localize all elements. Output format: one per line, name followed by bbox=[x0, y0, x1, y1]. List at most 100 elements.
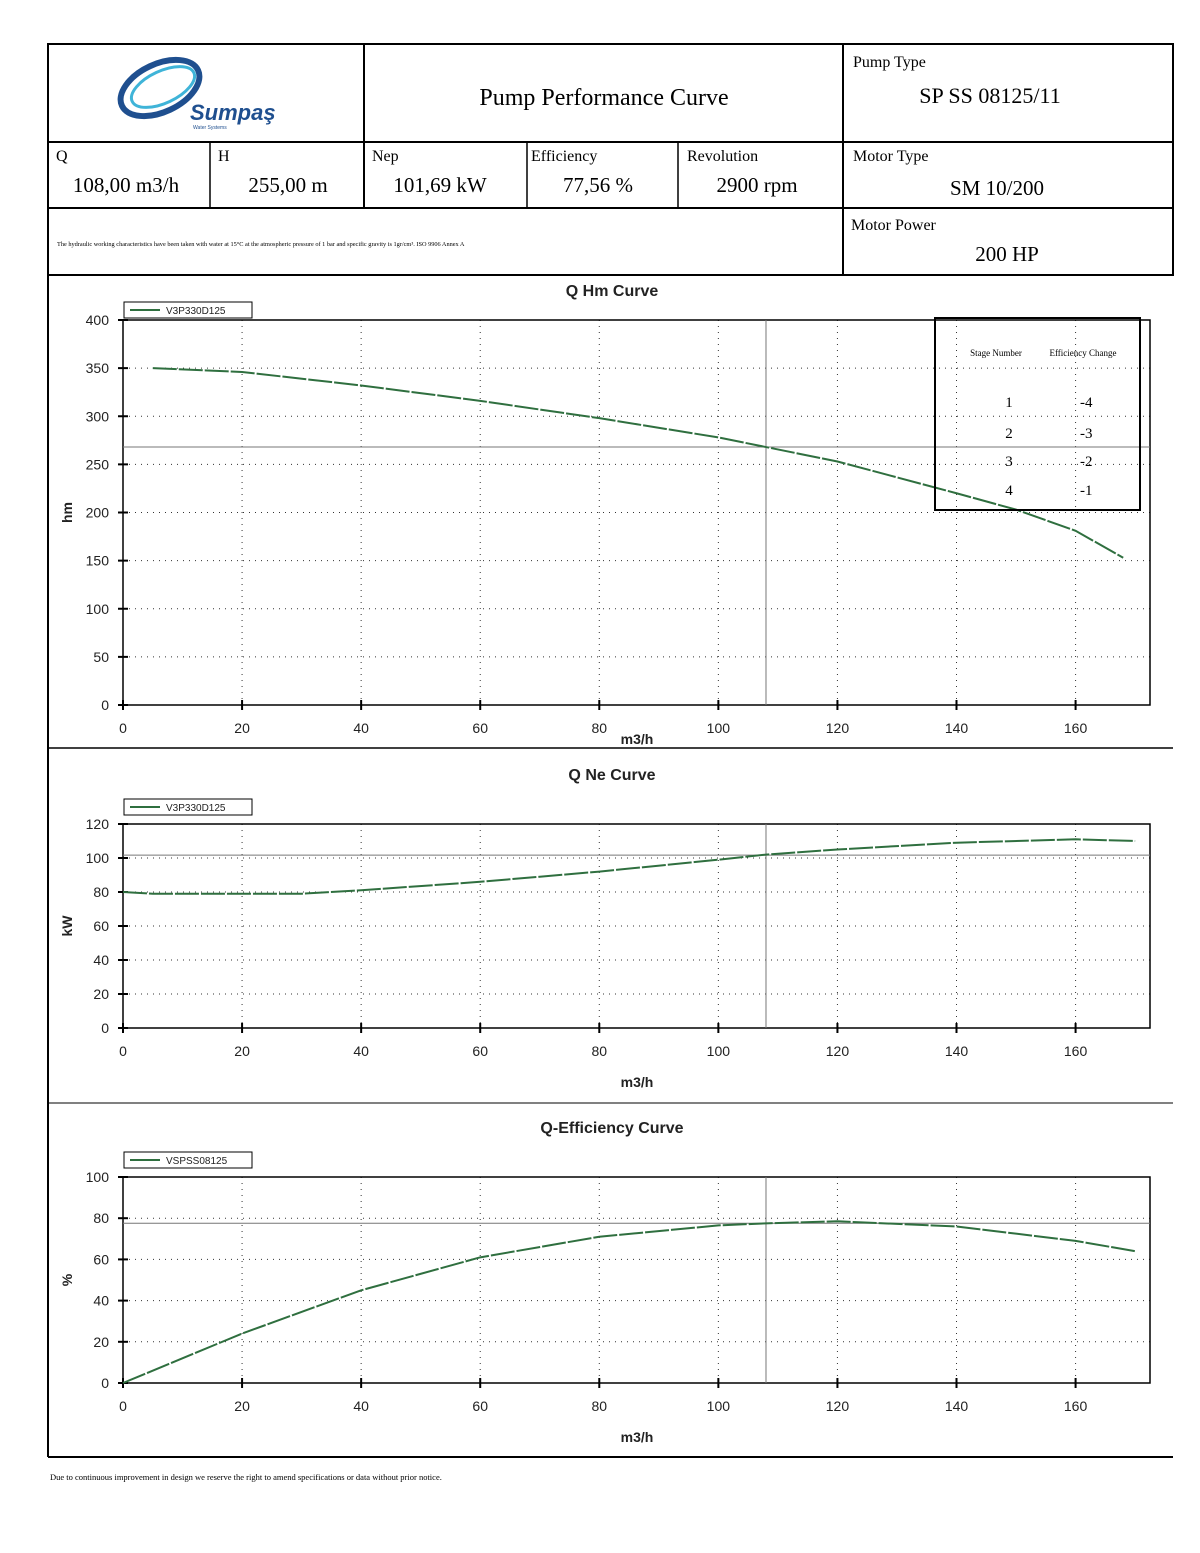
note: The hydraulic working characteristics ha… bbox=[57, 241, 465, 248]
curve bbox=[152, 367, 1124, 559]
y-tick-label: 40 bbox=[93, 952, 109, 968]
field-value: 108,00 m3/h bbox=[73, 173, 180, 197]
x-tick-label: 80 bbox=[592, 1398, 608, 1414]
x-tick-label: 40 bbox=[353, 720, 369, 736]
footer: Due to continuous improvement in design … bbox=[50, 1472, 442, 1482]
x-tick-label: 40 bbox=[353, 1398, 369, 1414]
plot-frame bbox=[122, 1176, 1151, 1384]
x-tick-label: 60 bbox=[472, 720, 488, 736]
x-tick-label: 60 bbox=[472, 1398, 488, 1414]
x-tick-label: 0 bbox=[119, 1398, 127, 1414]
y-tick-label: 250 bbox=[86, 456, 110, 472]
field-label: Pump Type bbox=[853, 54, 926, 71]
y-tick-label: 40 bbox=[93, 1293, 109, 1309]
x-tick-label: 40 bbox=[353, 1043, 369, 1059]
x-tick-label: 140 bbox=[945, 1398, 969, 1414]
y-tick-label: 100 bbox=[86, 850, 110, 866]
field-label: Motor Power bbox=[851, 217, 937, 234]
table-cell: -3 bbox=[1080, 426, 1093, 442]
x-tick-label: 100 bbox=[707, 1398, 731, 1414]
y-tick-label: 80 bbox=[93, 1210, 109, 1226]
chart-title: Q Ne Curve bbox=[568, 767, 655, 784]
y-tick-label: 0 bbox=[101, 697, 109, 713]
legend-box bbox=[123, 301, 253, 319]
y-tick-label: 50 bbox=[93, 649, 109, 665]
x-tick-label: 20 bbox=[234, 1043, 250, 1059]
logo-tagline: Water Systems bbox=[193, 125, 227, 131]
field-value: 255,00 m bbox=[248, 173, 327, 197]
y-tick-label: 20 bbox=[93, 1334, 109, 1350]
y-tick-label: 300 bbox=[86, 408, 110, 424]
table-header: Efficiency Change bbox=[1049, 348, 1116, 358]
y-tick-label: 20 bbox=[93, 986, 109, 1002]
field-value: SM 10/200 bbox=[950, 176, 1044, 200]
x-tick-label: 160 bbox=[1064, 1043, 1088, 1059]
x-axis-label: m3/h bbox=[621, 731, 654, 747]
field-label: Nep bbox=[372, 148, 399, 165]
table-cell: -4 bbox=[1080, 395, 1093, 411]
table-cell: -1 bbox=[1080, 483, 1093, 499]
x-tick-label: 0 bbox=[119, 1043, 127, 1059]
x-tick-label: 120 bbox=[826, 1043, 850, 1059]
table-cell: 4 bbox=[1005, 483, 1013, 499]
x-tick-label: 100 bbox=[707, 1043, 731, 1059]
x-tick-label: 160 bbox=[1064, 1398, 1088, 1414]
y-tick-label: 150 bbox=[86, 553, 110, 569]
table-cell: -2 bbox=[1080, 454, 1093, 470]
plot-frame bbox=[122, 319, 1151, 706]
y-tick-label: 400 bbox=[86, 312, 110, 328]
table-cell: 1 bbox=[1005, 395, 1013, 411]
x-tick-label: 120 bbox=[826, 1398, 850, 1414]
field-value: 2900 rpm bbox=[716, 173, 797, 197]
stage-table bbox=[934, 317, 1141, 511]
field-label: Motor Type bbox=[853, 148, 928, 165]
logo-text: Sumpaş bbox=[190, 100, 276, 125]
table-cell: 2 bbox=[1005, 426, 1013, 442]
chart-title: Q Hm Curve bbox=[566, 283, 659, 300]
y-tick-label: 0 bbox=[101, 1375, 109, 1391]
y-tick-label: 60 bbox=[93, 918, 109, 934]
y-tick-label: 100 bbox=[86, 1169, 110, 1185]
y-tick-label: 100 bbox=[86, 601, 110, 617]
y-tick-label: 350 bbox=[86, 360, 110, 376]
legend-box bbox=[123, 798, 253, 816]
field-value: 77,56 % bbox=[563, 173, 633, 197]
y-tick-label: 80 bbox=[93, 884, 109, 900]
legend-label: V3P330D125 bbox=[166, 306, 226, 317]
x-tick-label: 160 bbox=[1064, 720, 1088, 736]
plot-frame bbox=[122, 823, 1151, 1029]
field-label: Efficiency bbox=[531, 148, 597, 165]
x-axis-label: m3/h bbox=[621, 1429, 654, 1445]
doc-title: Pump Performance Curve bbox=[479, 85, 728, 111]
y-axis-label: % bbox=[59, 1273, 75, 1286]
logo-swoosh bbox=[117, 56, 203, 120]
header-frame bbox=[47, 43, 1174, 276]
x-tick-label: 60 bbox=[472, 1043, 488, 1059]
field-value: 200 HP bbox=[975, 242, 1039, 266]
x-axis-label: m3/h bbox=[621, 1074, 654, 1090]
y-axis-label: kW bbox=[59, 915, 75, 937]
legend-label: VSPSS08125 bbox=[166, 1156, 228, 1167]
curve bbox=[122, 838, 1136, 895]
x-tick-label: 0 bbox=[119, 720, 127, 736]
x-tick-label: 120 bbox=[826, 720, 850, 736]
x-tick-label: 140 bbox=[945, 1043, 969, 1059]
field-label: H bbox=[218, 148, 230, 165]
curve bbox=[122, 1220, 1136, 1384]
x-tick-label: 80 bbox=[592, 1043, 608, 1059]
legend-box bbox=[123, 1151, 253, 1169]
x-tick-label: 100 bbox=[707, 720, 731, 736]
y-tick-label: 120 bbox=[86, 816, 110, 832]
table-header: Stage Number bbox=[970, 348, 1022, 358]
chart-title: Q-Efficiency Curve bbox=[540, 1120, 683, 1137]
x-tick-label: 20 bbox=[234, 720, 250, 736]
y-tick-label: 60 bbox=[93, 1251, 109, 1267]
x-tick-label: 80 bbox=[592, 720, 608, 736]
legend-label: V3P330D125 bbox=[166, 803, 226, 814]
logo-swoosh bbox=[129, 65, 197, 109]
y-tick-label: 0 bbox=[101, 1020, 109, 1036]
field-label: Revolution bbox=[687, 148, 758, 165]
y-axis-label: hm bbox=[59, 502, 75, 523]
